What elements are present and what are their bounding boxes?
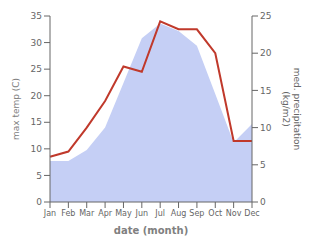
svg-text:Feb: Feb — [61, 209, 75, 218]
svg-text:Aug: Aug — [171, 209, 187, 218]
svg-text:0: 0 — [260, 197, 266, 207]
svg-text:Jan: Jan — [43, 209, 56, 218]
svg-text:Apr: Apr — [98, 209, 113, 218]
svg-text:max temp (C): max temp (C) — [11, 78, 21, 140]
svg-text:May: May — [115, 209, 132, 218]
svg-text:35: 35 — [31, 11, 42, 21]
svg-text:10: 10 — [260, 123, 272, 133]
svg-text:Jul: Jul — [154, 209, 165, 218]
svg-text:5: 5 — [36, 171, 42, 181]
svg-text:med. precipitation(kg/m2): med. precipitation(kg/m2) — [281, 68, 302, 150]
svg-text:20: 20 — [260, 48, 272, 58]
svg-text:15: 15 — [260, 86, 271, 96]
svg-text:25: 25 — [31, 64, 42, 74]
svg-text:Oct: Oct — [208, 209, 222, 218]
svg-text:20: 20 — [31, 91, 43, 101]
svg-text:Jun: Jun — [135, 209, 149, 218]
svg-text:date (month): date (month) — [114, 225, 188, 236]
svg-text:Dec: Dec — [244, 209, 259, 218]
svg-text:0: 0 — [36, 197, 42, 207]
svg-text:Nov: Nov — [226, 209, 242, 218]
svg-text:Mar: Mar — [79, 209, 95, 218]
svg-text:25: 25 — [260, 11, 271, 21]
svg-text:15: 15 — [31, 117, 42, 127]
svg-text:Sep: Sep — [189, 209, 204, 218]
svg-text:5: 5 — [260, 160, 266, 170]
svg-text:30: 30 — [31, 38, 43, 48]
svg-text:10: 10 — [31, 144, 43, 154]
